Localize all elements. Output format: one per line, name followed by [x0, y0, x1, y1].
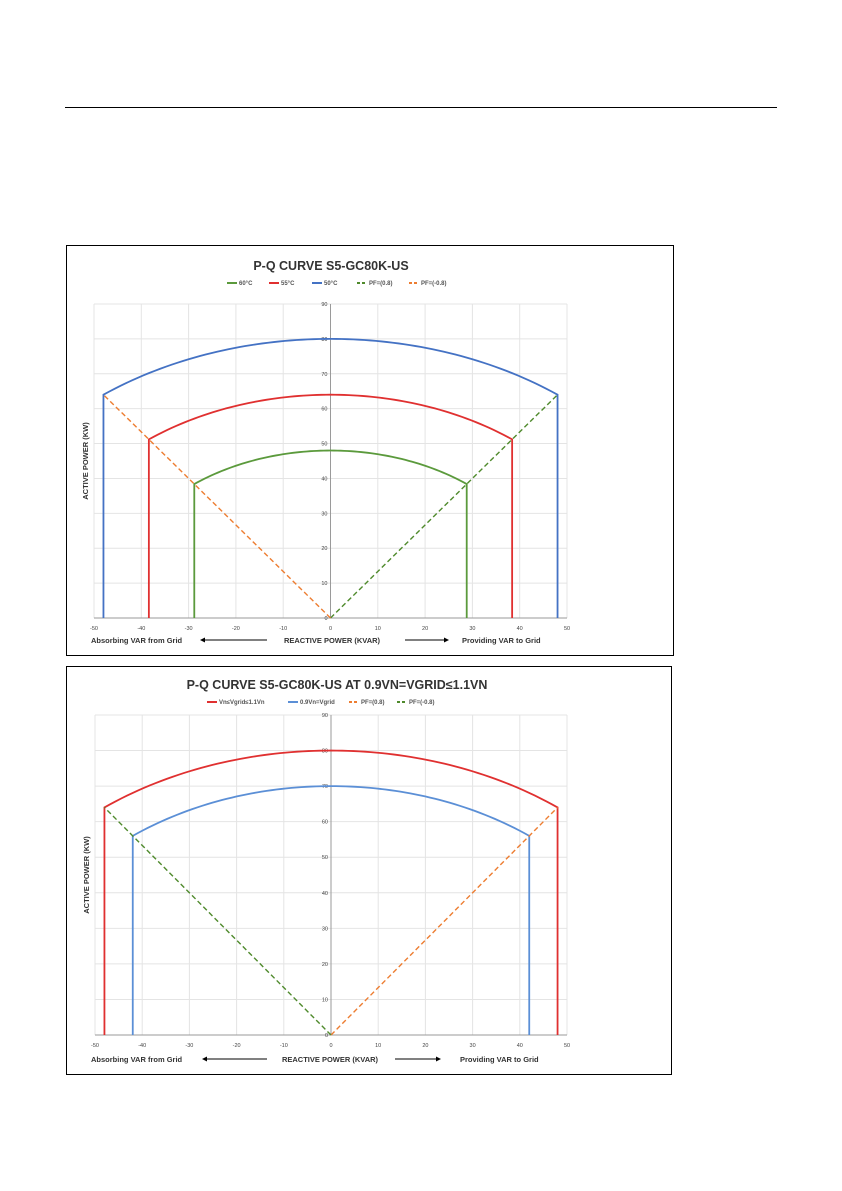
x-tick-label: 50: [564, 626, 570, 632]
legend-label: PF=(0.8): [361, 700, 385, 706]
legend-label: 55°C: [281, 281, 295, 287]
y-tick-label: 60: [322, 820, 328, 826]
x-tick-label: 50: [564, 1043, 570, 1049]
x-tick-label: 10: [375, 1043, 381, 1049]
x-axis-label: REACTIVE POWER (KVAR): [282, 1055, 379, 1064]
y-tick-label: 50: [321, 442, 327, 448]
x-tick-label: 10: [375, 626, 381, 632]
x-tick-label: 0: [329, 1043, 332, 1049]
y-tick-label: 70: [322, 784, 328, 790]
chart-title: P-Q CURVE S5-GC80K-US: [253, 259, 408, 273]
legend-item-0: 60°C: [227, 281, 253, 287]
x-tick-label: 20: [422, 626, 428, 632]
legend-item-1: 55°C: [269, 281, 295, 287]
series-line-3: [330, 394, 559, 619]
y-tick-label: 90: [321, 302, 327, 308]
series-2: [330, 806, 559, 1036]
x-tick-label: -30: [185, 1043, 193, 1049]
y-tick-label: 10: [321, 581, 327, 587]
pq-chart-1: 0 10 20 30 40 50 60 70 80 90 -50 -40 -30 -20 -10 0 10 20 3…: [81, 259, 570, 645]
annotation-absorbing: Absorbing VAR from Grid: [91, 1055, 183, 1064]
y-tick-label: 20: [322, 962, 328, 968]
legend-label: 50°C: [324, 281, 338, 287]
y-tick-label: 20: [321, 546, 327, 552]
arrow-left-head-icon: [202, 1056, 207, 1062]
legend-item-3: PF=(0.8): [357, 281, 393, 287]
y-tick-label: 60: [321, 407, 327, 413]
legend-label: Vn≤Vgrid≤1.1Vn: [219, 700, 265, 706]
y-axis-label: ACTIVE POWER (KW): [82, 836, 91, 914]
series-1: [131, 785, 531, 1035]
legend-item-0: Vn≤Vgrid≤1.1Vn: [207, 700, 265, 706]
x-tick-label: 30: [469, 626, 475, 632]
series-line-0: [103, 749, 559, 1035]
pq-chart-frame-1: 0 10 20 30 40 50 60 70 80 90 -50 -40 -30 -20 -10 0 10 20 3…: [66, 245, 674, 656]
legend-item-2: 50°C: [312, 281, 338, 287]
series-3: [330, 394, 559, 619]
series-2: [102, 337, 559, 618]
x-tick-label: -50: [91, 1043, 99, 1049]
series-line-2: [330, 806, 559, 1036]
x-tick-label: -20: [233, 1043, 241, 1049]
y-tick-label: 80: [322, 749, 328, 755]
y-tick-label: 0: [324, 616, 327, 622]
y-tick-label: 40: [321, 476, 327, 482]
series-line-0: [193, 449, 468, 618]
x-tick-label: -10: [280, 1043, 288, 1049]
x-tick-label: 0: [329, 626, 332, 632]
y-tick-label: 50: [322, 855, 328, 861]
series-0: [193, 449, 468, 618]
pq-chart-frame-2: 0 10 20 30 40 50 60 70 80 90 -50 -40 -30 -20 -10 0 10 20 3…: [66, 666, 672, 1075]
y-axis-label: ACTIVE POWER (KW): [81, 422, 90, 500]
x-tick-label: 40: [517, 626, 523, 632]
y-tick-label: 10: [322, 997, 328, 1003]
chart-title: P-Q CURVE S5-GC80K-US AT 0.9VN=VGRID≤1.1…: [187, 678, 488, 692]
x-tick-label: -50: [90, 626, 98, 632]
x-tick-label: -20: [232, 626, 240, 632]
legend-item-2: PF=(0.8): [349, 700, 385, 706]
legend-label: PF=(-0.8): [421, 281, 447, 287]
series-4: [102, 394, 331, 619]
series-1: [147, 393, 514, 618]
legend-item-1: 0.9Vn=Vgrid: [288, 700, 335, 706]
x-tick-label: 30: [470, 1043, 476, 1049]
legend-label: PF=(-0.8): [409, 700, 435, 706]
arrow-right-head-icon: [436, 1056, 441, 1062]
y-tick-label: 40: [322, 891, 328, 897]
y-tick-label: 70: [321, 372, 327, 378]
header-rule: [65, 107, 777, 108]
y-tick-label: 90: [322, 713, 328, 719]
annotation-providing: Providing VAR to Grid: [462, 636, 541, 645]
arrow-left-head-icon: [200, 637, 205, 643]
x-tick-label: -10: [279, 626, 287, 632]
series-3: [103, 806, 332, 1036]
series-line-1: [147, 393, 514, 618]
x-tick-label: 40: [517, 1043, 523, 1049]
y-tick-label: 30: [321, 511, 327, 517]
x-tick-label: -40: [138, 1043, 146, 1049]
x-axis-label: REACTIVE POWER (KVAR): [284, 636, 381, 645]
y-tick-label: 80: [321, 337, 327, 343]
series-line-2: [102, 337, 559, 618]
annotation-providing: Providing VAR to Grid: [460, 1055, 539, 1064]
series-line-3: [103, 806, 332, 1036]
legend-item-4: PF=(-0.8): [409, 281, 447, 287]
y-tick-label: 30: [322, 926, 328, 932]
series-0: [103, 749, 559, 1035]
x-tick-label: -40: [137, 626, 145, 632]
series-line-1: [131, 785, 531, 1035]
annotation-absorbing: Absorbing VAR from Grid: [91, 636, 183, 645]
legend-label: 0.9Vn=Vgrid: [300, 700, 335, 706]
legend-item-3: PF=(-0.8): [397, 700, 435, 706]
legend-label: 60°C: [239, 281, 253, 287]
y-tick-label: 0: [325, 1033, 328, 1039]
pq-chart-2: 0 10 20 30 40 50 60 70 80 90 -50 -40 -30 -20 -10 0 10 20 3…: [82, 678, 570, 1064]
arrow-right-head-icon: [444, 637, 449, 643]
series-line-4: [102, 394, 331, 619]
legend-label: PF=(0.8): [369, 281, 393, 287]
x-tick-label: -30: [185, 626, 193, 632]
x-tick-label: 20: [422, 1043, 428, 1049]
